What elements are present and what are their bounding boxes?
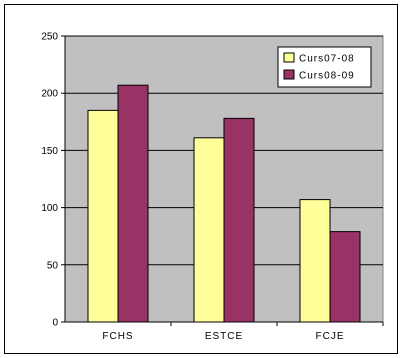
y-tick-label: 150 [41,146,58,157]
axes [64,36,383,323]
y-tick-label: 200 [41,89,58,100]
y-tick-label: 100 [41,203,58,214]
x-axis-labels: FCHS ESTCE FCJE [102,322,384,342]
x-tick-label: FCHS [102,331,133,342]
bar-fcje-series-2 [329,231,361,323]
y-tick-label: 50 [47,260,59,271]
bar-estce-series-1 [193,137,225,323]
legend-label: Curs08-09 [299,71,355,82]
bar-fchs-series-2 [117,84,149,323]
x-tick-label: ESTCE [205,331,243,342]
bars [87,84,361,323]
y-tick-label: 0 [52,318,58,329]
legend-swatch [283,52,295,63]
y-tick-label: 250 [41,32,58,43]
y-axis-ticks: 0 50 100 150 200 250 [41,32,65,329]
x-tick-label: FCJE [316,331,345,342]
legend-label: Curs07-08 [299,54,355,65]
bar-estce-series-2 [223,117,255,323]
legend-swatch [283,69,295,80]
legend: Curs07-08 Curs08-09 [277,46,372,88]
bar-fchs-series-1 [87,109,119,323]
bar-fcje-series-1 [299,199,331,323]
